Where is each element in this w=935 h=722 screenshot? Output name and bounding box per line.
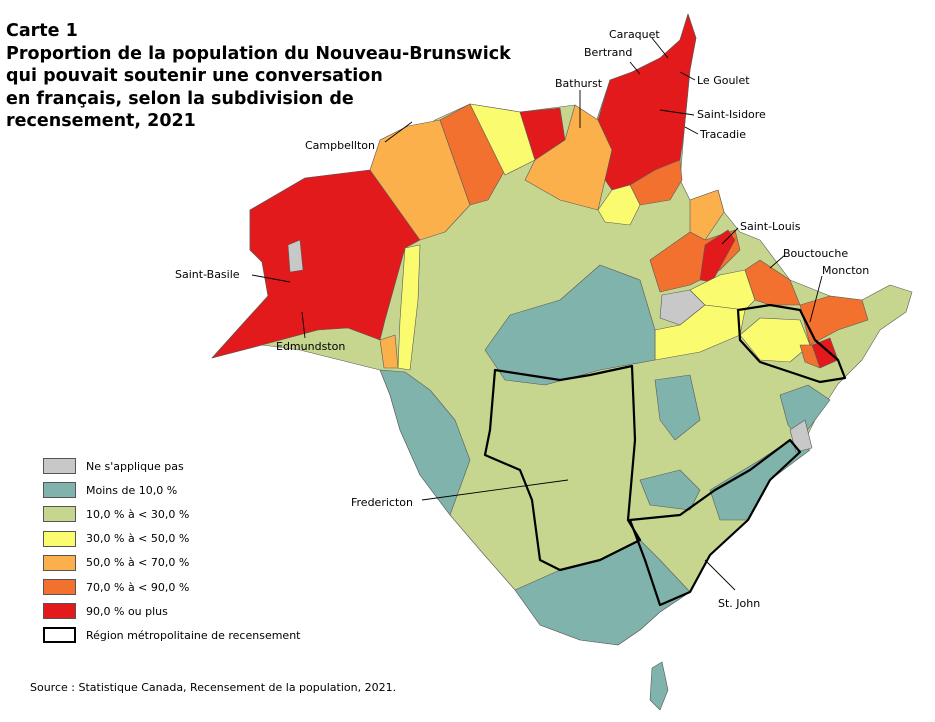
legend-item: Région métropolitaine de recensement	[43, 623, 300, 647]
region-na	[287, 239, 304, 273]
region-island	[649, 661, 669, 711]
map-title: Carte 1 Proportion de la population du N…	[6, 20, 576, 133]
census-subdivisions	[211, 13, 913, 711]
label-caraquet: Caraquet	[609, 28, 660, 41]
legend-item: 70,0 % à < 90,0 %	[43, 575, 300, 599]
region-east-1	[689, 189, 725, 241]
region-east-5	[654, 304, 746, 361]
region-se-teal	[779, 384, 831, 441]
leader-fredericton	[421, 479, 569, 501]
label-saint-louis: Saint-Louis	[740, 220, 801, 233]
leader-saint-isidore	[659, 109, 695, 116]
legend-label: Région métropolitaine de recensement	[86, 628, 301, 642]
label-campbellton: Campbellton	[305, 139, 375, 152]
legend-item: 30,0 % à < 50,0 %	[43, 527, 300, 551]
legend-label: 90,0 % ou plus	[86, 604, 168, 618]
leader-saint-louis	[721, 227, 739, 245]
legend-label: 30,0 % à < 50,0 %	[86, 532, 190, 546]
legend-swatch	[43, 482, 76, 499]
leader-bouctouche	[769, 254, 786, 269]
legend-item: 10,0 % à < 30,0 %	[43, 502, 300, 526]
legend-label: 50,0 % à < 70,0 %	[86, 556, 190, 570]
label-edmundston: Edmundston	[276, 340, 345, 353]
cma-saint-john	[628, 438, 802, 607]
cma-moncton	[736, 303, 847, 384]
label-fredericton: Fredericton	[351, 496, 413, 509]
region-west-orange	[379, 334, 399, 369]
leader-st-john	[704, 559, 736, 591]
legend-item: 90,0 % ou plus	[43, 599, 300, 623]
leader-caraquet	[651, 37, 669, 59]
title-line: en français, selon la subdivision de	[6, 88, 354, 109]
label-leaders	[251, 37, 823, 591]
label-bathurst: Bathurst	[555, 77, 603, 90]
legend-item: Moins de 10,0 %	[43, 478, 300, 502]
map-legend: Ne s'applique pas Moins de 10,0 % 10,0 %…	[43, 454, 300, 648]
leader-tracadie	[684, 126, 699, 135]
region-mid-teal-2	[654, 374, 701, 441]
region-north-2	[439, 103, 506, 206]
legend-label: Ne s'applique pas	[86, 459, 184, 473]
label-st-john: St. John	[718, 597, 760, 610]
region-south-coast	[709, 439, 811, 521]
region-west-yellow	[397, 244, 421, 371]
legend-swatch	[43, 554, 76, 571]
legend-item: 50,0 % à < 70,0 %	[43, 551, 300, 575]
legend-swatch	[43, 530, 76, 547]
legend-swatch-cma	[43, 627, 76, 644]
label-saint-basile: Saint-Basile	[175, 268, 240, 281]
leader-moncton	[809, 275, 823, 323]
legend-swatch	[43, 506, 76, 523]
label-bouctouche: Bouctouche	[783, 247, 848, 260]
place-labels: Caraquet Bertrand Le Goulet Bathurst Sai…	[175, 28, 869, 610]
leader-edmundston	[301, 311, 306, 339]
region-se-3	[799, 344, 821, 369]
region-peninsula	[597, 13, 697, 191]
label-tracadie: Tracadie	[699, 128, 746, 141]
legend-label: 10,0 % à < 30,0 %	[86, 507, 190, 521]
region-mid-teal-1	[639, 469, 701, 511]
legend-label: 70,0 % à < 90,0 %	[86, 580, 190, 594]
label-le-goulet: Le Goulet	[697, 74, 750, 87]
region-saint-louis	[699, 229, 736, 283]
title-line: recensement, 2021	[6, 111, 196, 131]
cma-outlines	[483, 303, 847, 607]
cma-fredericton	[483, 364, 642, 572]
title-line: qui pouvait soutenir une conversation	[6, 66, 383, 86]
legend-swatch	[43, 458, 76, 475]
legend-label: Moins de 10,0 %	[86, 483, 178, 497]
region-west-strip	[379, 369, 471, 516]
leader-bertrand	[629, 61, 641, 75]
region-peninsula-s	[597, 184, 641, 226]
source-note: Source : Statistique Canada, Recensement…	[30, 681, 397, 694]
title-line: Carte 1	[6, 21, 78, 41]
title-line: Proportion de la population du Nouveau-B…	[6, 43, 511, 64]
leader-saint-basile	[251, 274, 291, 283]
legend-item: Ne s'applique pas	[43, 454, 300, 478]
legend-swatch	[43, 603, 76, 620]
leader-campbellton	[384, 121, 413, 143]
label-saint-isidore: Saint-Isidore	[697, 108, 766, 121]
leader-le-goulet	[679, 71, 696, 81]
label-bertrand: Bertrand	[584, 46, 632, 59]
label-moncton: Moncton	[822, 264, 869, 277]
legend-swatch	[43, 579, 76, 596]
